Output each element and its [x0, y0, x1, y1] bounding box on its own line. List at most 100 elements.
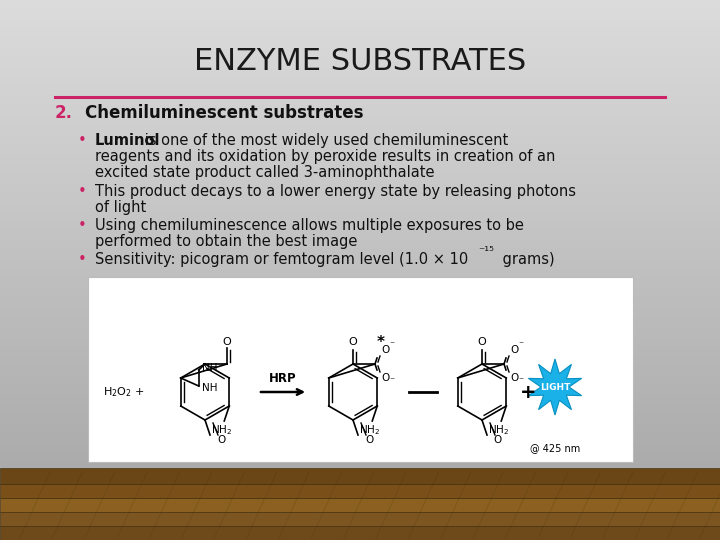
Bar	[0, 424, 720, 427]
Bar	[0, 154, 720, 157]
Bar	[0, 221, 720, 224]
Bar	[0, 389, 720, 392]
Bar	[0, 475, 720, 478]
Bar	[0, 27, 720, 30]
Bar	[0, 94, 720, 97]
Text: *: *	[377, 334, 385, 349]
Bar	[0, 524, 720, 526]
Text: Luminol: Luminol	[95, 133, 161, 148]
Bar	[0, 405, 720, 408]
Bar	[0, 319, 720, 321]
Bar	[0, 459, 720, 462]
Bar	[0, 292, 720, 294]
Bar	[0, 181, 720, 184]
Bar	[0, 505, 720, 508]
Polygon shape	[88, 277, 633, 462]
Text: O: O	[222, 337, 231, 347]
Bar	[0, 359, 720, 362]
Text: O: O	[217, 435, 225, 445]
Bar	[0, 443, 720, 445]
Bar	[0, 40, 720, 43]
Bar	[0, 235, 720, 238]
Bar	[0, 122, 720, 124]
Bar	[0, 243, 720, 246]
Text: Chemiluminescent substrates: Chemiluminescent substrates	[85, 104, 364, 122]
Bar	[0, 108, 720, 111]
Bar	[0, 184, 720, 186]
Bar	[0, 111, 720, 113]
Bar	[0, 165, 720, 167]
Bar	[0, 289, 720, 292]
Bar	[0, 364, 720, 367]
Text: +: +	[520, 382, 536, 402]
Bar	[0, 351, 720, 354]
Bar	[0, 100, 720, 103]
Bar	[0, 251, 720, 254]
Bar	[0, 22, 720, 24]
Bar	[0, 462, 720, 464]
Text: excited state product called 3-aminophthalate: excited state product called 3-aminophth…	[95, 165, 434, 180]
Bar	[0, 502, 720, 505]
Bar	[0, 259, 720, 262]
Bar	[0, 278, 720, 281]
Bar	[0, 189, 720, 192]
Bar	[0, 14, 720, 16]
Bar	[0, 238, 720, 240]
Bar	[0, 313, 720, 316]
Bar	[0, 286, 720, 289]
Text: •: •	[78, 184, 86, 199]
Bar	[0, 421, 720, 424]
Polygon shape	[0, 512, 720, 526]
Bar	[0, 192, 720, 194]
Bar	[0, 275, 720, 278]
Text: ⁻: ⁻	[518, 340, 523, 350]
Bar	[0, 265, 720, 267]
Bar	[0, 167, 720, 170]
Bar	[0, 46, 720, 49]
Bar	[0, 410, 720, 413]
Bar	[0, 375, 720, 378]
Text: O: O	[477, 337, 487, 347]
Text: @ 425 nm: @ 425 nm	[530, 443, 580, 453]
Bar	[0, 294, 720, 297]
Bar	[0, 140, 720, 143]
Bar	[0, 508, 720, 510]
Bar	[0, 362, 720, 364]
Bar	[0, 456, 720, 459]
Bar	[0, 267, 720, 270]
Bar	[0, 324, 720, 327]
Bar	[0, 394, 720, 397]
Text: NH: NH	[202, 363, 217, 373]
Bar	[0, 146, 720, 148]
Bar	[0, 103, 720, 105]
Bar	[0, 151, 720, 154]
Bar	[0, 208, 720, 211]
Bar	[0, 54, 720, 57]
Bar	[0, 19, 720, 22]
Bar	[0, 397, 720, 400]
Text: •: •	[78, 218, 86, 233]
Bar	[0, 270, 720, 273]
Bar	[0, 381, 720, 383]
Bar	[0, 348, 720, 351]
Bar	[0, 472, 720, 475]
Bar	[0, 256, 720, 259]
Bar	[0, 448, 720, 451]
Bar	[0, 68, 720, 70]
Bar	[0, 413, 720, 416]
Bar	[0, 494, 720, 497]
Text: reagents and its oxidation by peroxide results in creation of an: reagents and its oxidation by peroxide r…	[95, 149, 555, 164]
Bar	[0, 3, 720, 5]
Text: O: O	[348, 337, 357, 347]
Bar	[0, 248, 720, 251]
Bar	[0, 500, 720, 502]
Bar	[0, 132, 720, 135]
Bar	[0, 535, 720, 537]
Bar	[0, 437, 720, 440]
Bar	[0, 378, 720, 381]
Bar	[0, 97, 720, 100]
Bar	[0, 418, 720, 421]
Bar	[0, 16, 720, 19]
Text: •: •	[78, 252, 86, 267]
Bar	[0, 464, 720, 467]
